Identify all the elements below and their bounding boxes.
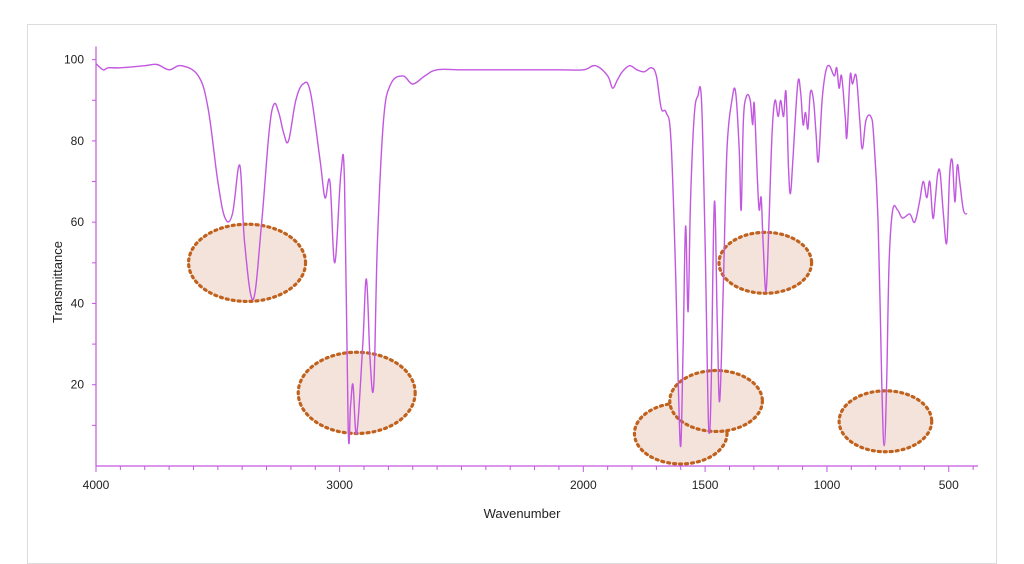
y-axis-ticks: 20 40 60 80 100 bbox=[64, 53, 96, 426]
chart-panel bbox=[27, 24, 997, 564]
y-axis-label: Transmittance bbox=[50, 241, 65, 323]
y-tick-label: 20 bbox=[71, 378, 85, 392]
y-tick-label: 100 bbox=[64, 53, 84, 67]
x-axis-label: Wavenumber bbox=[484, 506, 561, 521]
ir-spectrum-chart: 20 40 60 80 100 4000 3000 2000 1500 1000 500 Wave… bbox=[50, 46, 978, 521]
x-tick-label: 1500 bbox=[692, 478, 719, 492]
x-tick-label: 1000 bbox=[814, 478, 841, 492]
y-tick-label: 40 bbox=[71, 296, 85, 310]
highlight-circle bbox=[668, 368, 764, 434]
axes bbox=[95, 46, 978, 467]
x-tick-label: 3000 bbox=[326, 478, 353, 492]
spectrum-line bbox=[95, 63, 968, 448]
x-tick-label: 2000 bbox=[570, 478, 597, 492]
highlight-circle bbox=[717, 230, 814, 295]
x-tick-label: 500 bbox=[939, 478, 959, 492]
y-tick-label: 80 bbox=[71, 134, 85, 148]
y-tick-label: 60 bbox=[71, 215, 85, 229]
highlight-circles bbox=[186, 222, 934, 466]
x-tick-label: 4000 bbox=[83, 478, 110, 492]
highlight-circle bbox=[296, 350, 417, 436]
x-axis-ticks: 4000 3000 2000 1500 1000 500 bbox=[83, 466, 974, 492]
